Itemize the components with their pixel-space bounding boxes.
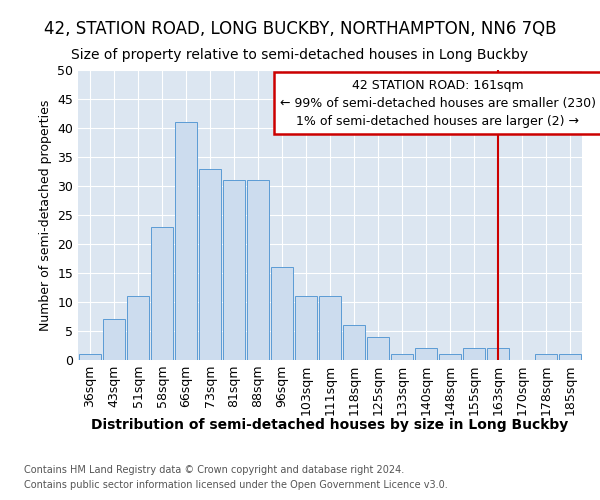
Bar xyxy=(223,180,245,360)
Bar xyxy=(247,180,269,360)
Bar xyxy=(175,122,197,360)
Text: 42 STATION ROAD: 161sqm
← 99% of semi-detached houses are smaller (230)
1% of se: 42 STATION ROAD: 161sqm ← 99% of semi-de… xyxy=(280,78,596,128)
Bar xyxy=(271,267,293,360)
Bar xyxy=(127,296,149,360)
Bar xyxy=(439,354,461,360)
Bar xyxy=(343,325,365,360)
Text: Contains HM Land Registry data © Crown copyright and database right 2024.: Contains HM Land Registry data © Crown c… xyxy=(24,465,404,475)
Bar xyxy=(463,348,485,360)
Bar xyxy=(295,296,317,360)
Y-axis label: Number of semi-detached properties: Number of semi-detached properties xyxy=(38,100,52,330)
Text: Size of property relative to semi-detached houses in Long Buckby: Size of property relative to semi-detach… xyxy=(71,48,529,62)
Text: Distribution of semi-detached houses by size in Long Buckby: Distribution of semi-detached houses by … xyxy=(91,418,569,432)
Bar xyxy=(367,337,389,360)
Bar xyxy=(535,354,557,360)
Bar xyxy=(151,226,173,360)
Bar xyxy=(199,168,221,360)
Text: 42, STATION ROAD, LONG BUCKBY, NORTHAMPTON, NN6 7QB: 42, STATION ROAD, LONG BUCKBY, NORTHAMPT… xyxy=(44,20,556,38)
Bar xyxy=(103,320,125,360)
Bar xyxy=(79,354,101,360)
Bar xyxy=(559,354,581,360)
Bar xyxy=(487,348,509,360)
Bar xyxy=(319,296,341,360)
Bar xyxy=(391,354,413,360)
Text: Contains public sector information licensed under the Open Government Licence v3: Contains public sector information licen… xyxy=(24,480,448,490)
Bar xyxy=(415,348,437,360)
